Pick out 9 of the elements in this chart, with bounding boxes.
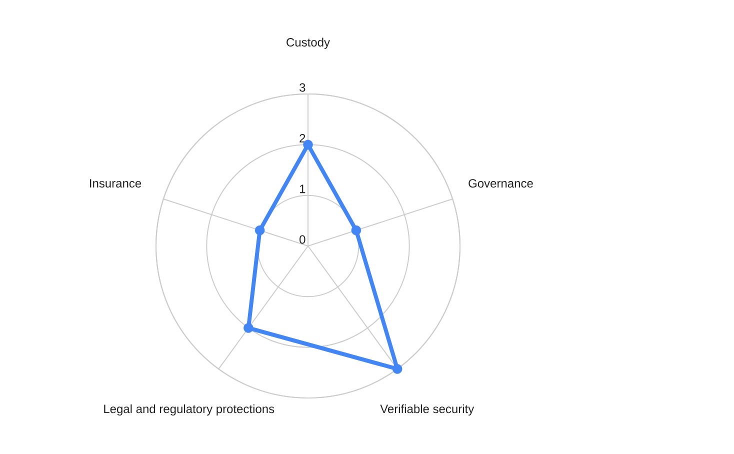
y-tick-label: 3 <box>300 83 306 92</box>
spoke-label: Verifiable security <box>380 404 474 416</box>
spoke-label: Legal and regulatory protections <box>104 404 274 416</box>
spoke-label: Insurance <box>90 179 142 188</box>
spoke-label: Custody <box>286 38 330 49</box>
y-tick-label: 2 <box>300 134 306 142</box>
spoke-label: Governance <box>468 179 533 188</box>
y-tick-label: 0 <box>300 235 306 244</box>
y-tick-label: 1 <box>300 184 306 194</box>
